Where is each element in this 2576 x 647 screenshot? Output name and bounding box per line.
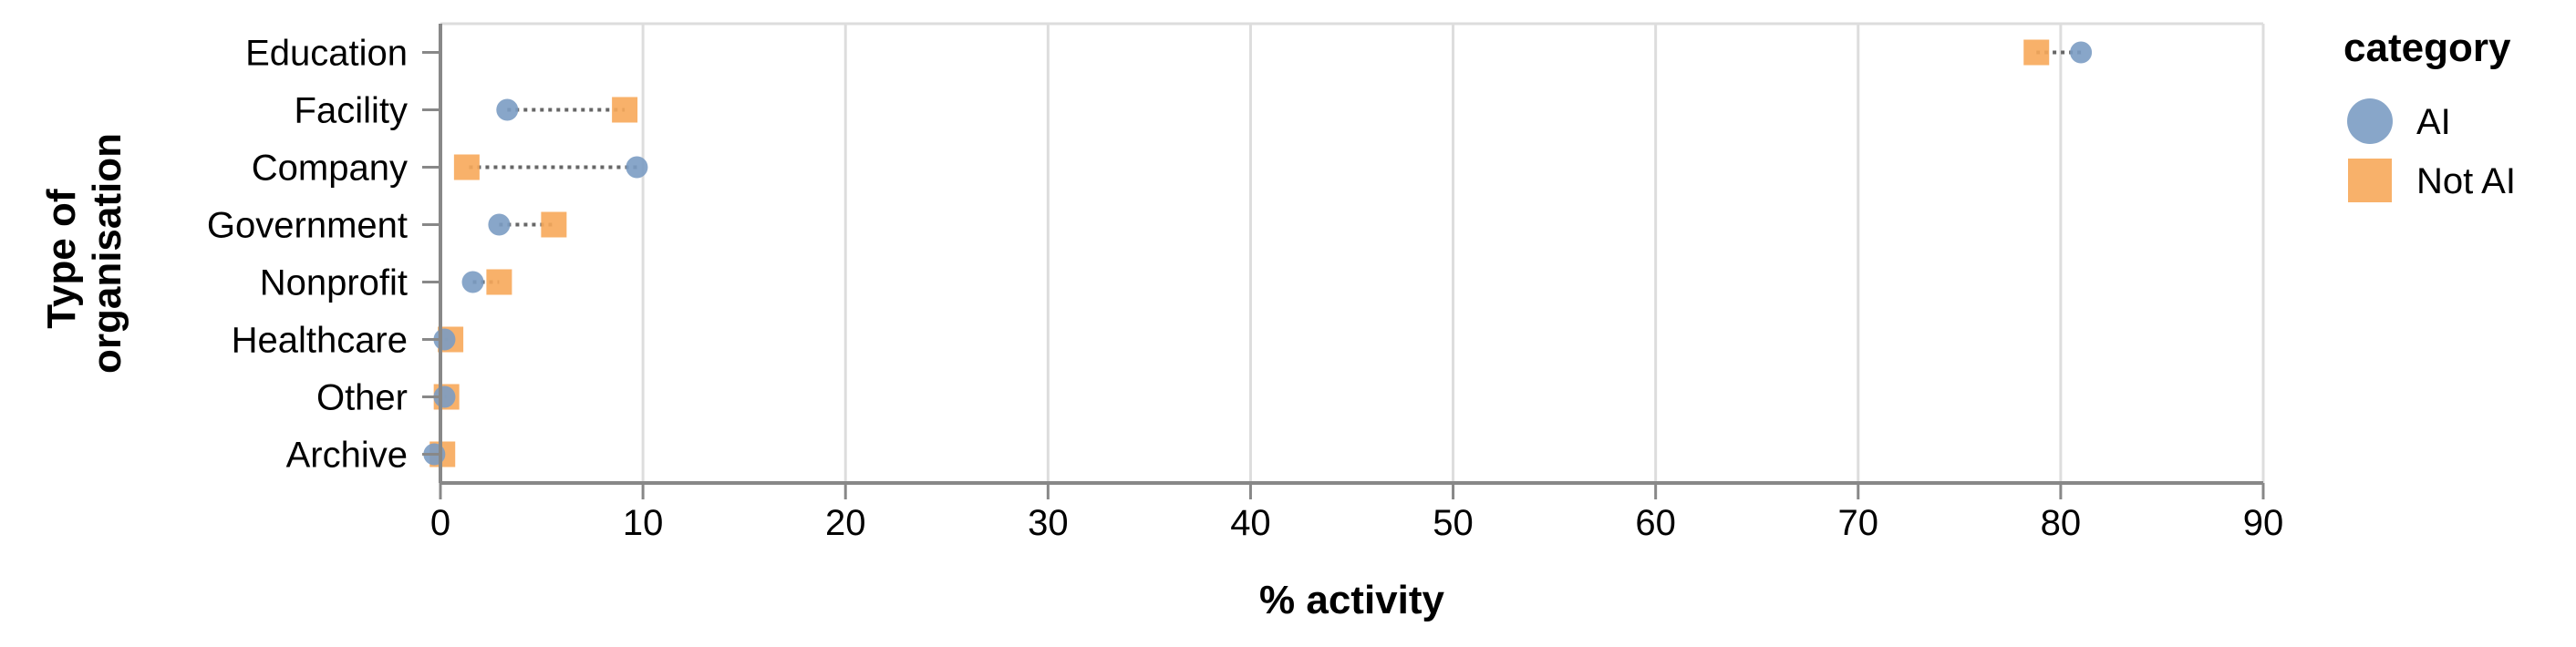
x-tick-label-30: 30 bbox=[1028, 503, 1069, 543]
point-not-ai-company bbox=[453, 154, 480, 180]
x-tick-label-60: 60 bbox=[1635, 503, 1676, 543]
y-tick-label-facility: Facility bbox=[295, 91, 408, 131]
legend-not-ai-label: Not AI bbox=[2416, 161, 2516, 201]
plot-area bbox=[423, 22, 2265, 483]
point-ai-facility bbox=[496, 98, 519, 121]
legend-ai-symbol bbox=[2347, 98, 2393, 144]
x-tick-label-90: 90 bbox=[2243, 503, 2284, 543]
x-tick-label-40: 40 bbox=[1230, 503, 1271, 543]
point-ai-nonprofit bbox=[461, 271, 484, 293]
y-axis-title: Type of organisation bbox=[39, 133, 129, 374]
point-not-ai-education bbox=[2023, 39, 2050, 66]
y-tick-label-healthcare: Healthcare bbox=[232, 321, 408, 361]
x-tick-label-80: 80 bbox=[2041, 503, 2082, 543]
y-axis-title-line-2: organisation bbox=[85, 133, 129, 374]
x-tick-label-0: 0 bbox=[430, 503, 450, 543]
point-ai-education bbox=[2070, 41, 2093, 64]
y-tick-label-nonprofit: Nonprofit bbox=[260, 263, 408, 303]
x-tick-label-20: 20 bbox=[825, 503, 866, 543]
point-ai-government bbox=[488, 213, 511, 236]
legend-title: category bbox=[2343, 26, 2511, 70]
y-tick-label-company: Company bbox=[252, 149, 408, 189]
point-not-ai-facility bbox=[612, 97, 638, 123]
y-tick-label-government: Government bbox=[207, 206, 408, 246]
point-not-ai-government bbox=[541, 211, 567, 238]
x-tick-label-70: 70 bbox=[1838, 503, 1879, 543]
x-axis: 0 10 20 30 40 50 60 70 80 90 bbox=[430, 481, 2284, 543]
x-tick-label-10: 10 bbox=[623, 503, 664, 543]
x-axis-title: % activity bbox=[1259, 578, 1445, 622]
y-tick-label-archive: Archive bbox=[286, 436, 408, 476]
legend-not-ai-symbol bbox=[2348, 159, 2392, 202]
y-tick-label-other: Other bbox=[316, 378, 408, 418]
y-tick-label-education: Education bbox=[245, 34, 408, 74]
y-axis-title-line-1: Type of bbox=[39, 189, 84, 329]
x-tick-label-50: 50 bbox=[1433, 503, 1474, 543]
point-not-ai-nonprofit bbox=[486, 269, 512, 295]
legend: category AI Not AI bbox=[2343, 26, 2516, 202]
y-axis: Education Facility Company Government Nonpro… bbox=[207, 24, 442, 483]
point-ai-company bbox=[626, 156, 648, 179]
legend-ai-label: AI bbox=[2416, 102, 2451, 142]
